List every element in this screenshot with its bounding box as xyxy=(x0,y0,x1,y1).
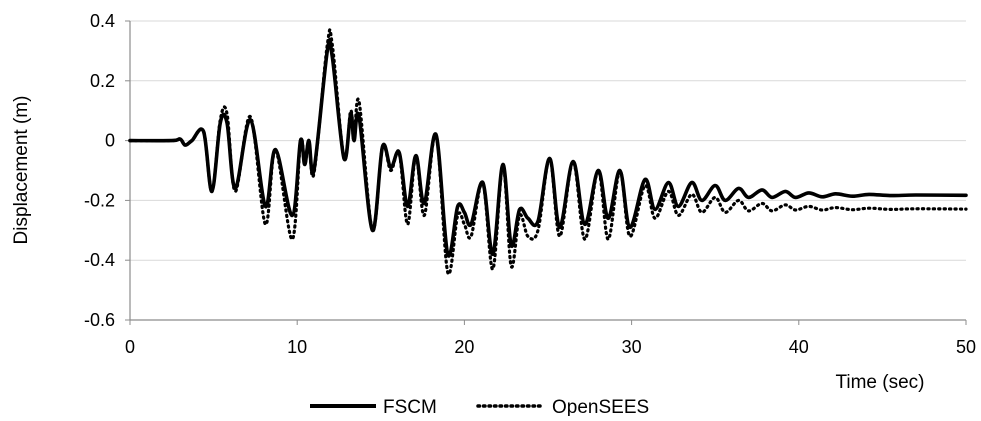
x-tick-label-4: 40 xyxy=(789,337,809,357)
series-line-fscm xyxy=(128,37,968,258)
y-tick-label-1: 0.2 xyxy=(90,71,115,91)
y-axis-title: Displacement (m) xyxy=(11,96,32,245)
x-tick-label-0: 0 xyxy=(125,337,135,357)
legend: FSCM OpenSEES xyxy=(310,397,649,418)
x-tick-label-2: 20 xyxy=(454,337,474,357)
tick-labels: 0.4 0.2 0 -0.2 -0.4 -0.6 0 10 20 30 40 50 xyxy=(84,11,976,357)
y-tick-label-3: -0.2 xyxy=(84,190,115,210)
x-tick-label-5: 50 xyxy=(956,337,976,357)
x-tick-label-3: 30 xyxy=(622,337,642,357)
legend-label-fscm: FSCM xyxy=(383,397,437,416)
series-lines xyxy=(128,28,968,276)
y-tick-label-4: -0.4 xyxy=(84,250,115,270)
x-tick-label-1: 10 xyxy=(287,337,307,357)
y-tick-label-5: -0.6 xyxy=(84,310,115,330)
y-tick-label-0: 0.4 xyxy=(90,11,115,31)
legend-label-opensees: OpenSEES xyxy=(552,397,649,416)
x-axis-title: Time (sec) xyxy=(835,372,924,393)
axes xyxy=(125,20,967,325)
y-tick-label-2: 0 xyxy=(105,131,115,151)
